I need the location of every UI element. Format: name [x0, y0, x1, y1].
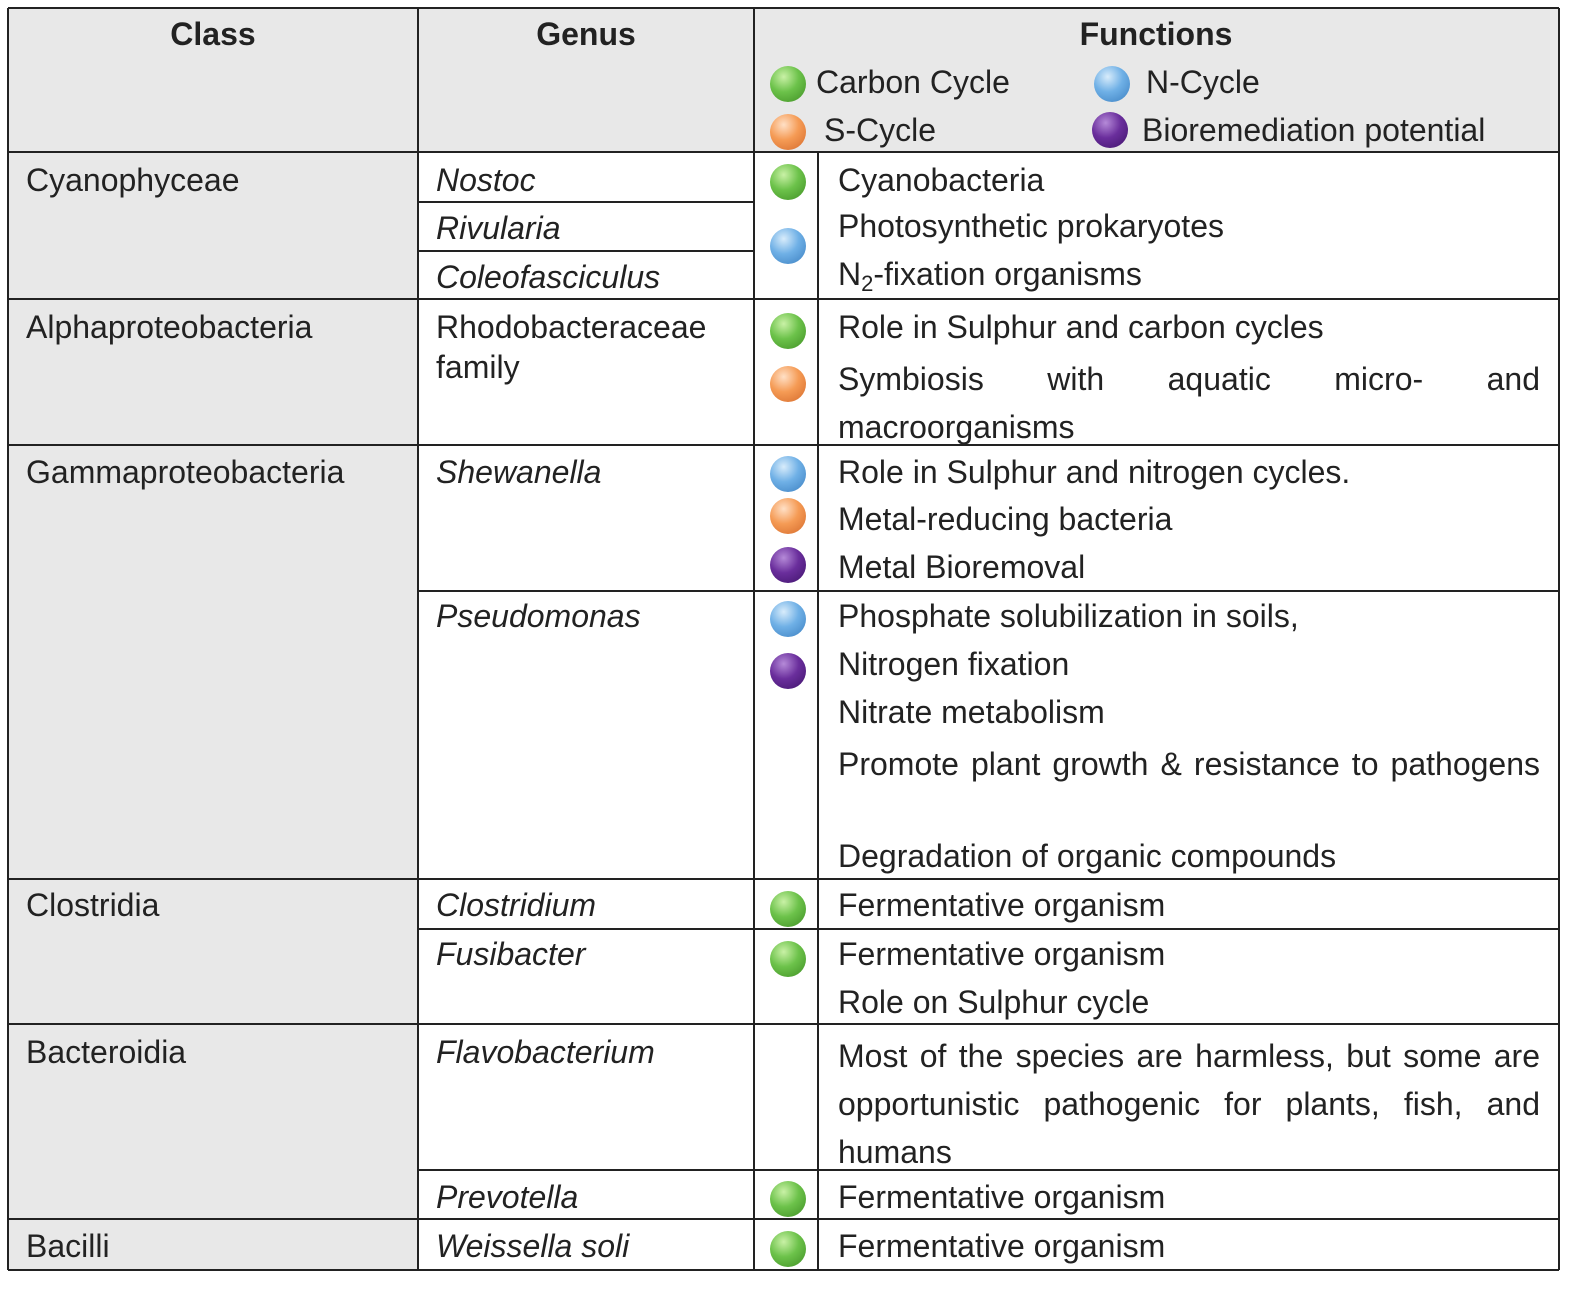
alphaproteobacteria-bottom-border — [8, 444, 1559, 446]
green-dot-icon — [770, 1231, 806, 1267]
function-text: Role in Sulphur and carbon cycles — [838, 309, 1324, 345]
genus-rhodobacteraceae: Rhodobacteraceae family — [436, 309, 707, 385]
function-text: Most of the species are harmless, but so… — [838, 1038, 1540, 1170]
function-text: Cyanobacteria — [838, 162, 1045, 198]
header-functions: Functions — [1079, 16, 1233, 52]
clostridia-bottom-border — [8, 1023, 1559, 1025]
function-text: N2-fixation organisms — [838, 256, 1142, 296]
header-bottom-border — [8, 151, 1559, 153]
cyanophyceae-bottom-border — [8, 298, 1559, 300]
purple-dot-icon — [770, 653, 806, 689]
shewanella-bottom-border — [418, 590, 1559, 592]
genus-coleofasciculus: Coleofasciculus — [436, 259, 661, 295]
function-text: Role on Sulphur cycle — [838, 984, 1150, 1020]
class-genus-divider — [417, 8, 419, 1270]
function-text: Promote plant growth & resistance to pat… — [838, 746, 1540, 782]
orange-dot-icon — [770, 498, 806, 534]
genus-functions-divider — [753, 8, 755, 1270]
orange-dot-icon — [770, 366, 806, 402]
header-class: Class — [170, 16, 256, 52]
table-left-border — [7, 8, 9, 1270]
purple-dot-icon — [770, 547, 806, 583]
genus-rivularia: Rivularia — [436, 210, 561, 246]
class-gammaproteobacteria: Gammaproteobacteria — [26, 454, 345, 490]
genus-nostoc: Nostoc — [436, 162, 536, 198]
genus-weissella-soli: Weissella soli — [436, 1228, 630, 1264]
purple-dot-icon — [1092, 112, 1128, 148]
blue-dot-icon — [770, 456, 806, 492]
nostoc-divider — [418, 201, 754, 203]
function-text: Fermentative organism — [838, 1228, 1166, 1264]
green-dot-icon — [770, 1181, 806, 1217]
function-text: Nitrate metabolism — [838, 694, 1105, 730]
genus-fusibacter: Fusibacter — [436, 936, 586, 972]
green-dot-icon — [770, 891, 806, 927]
function-text: Degradation of organic compounds — [838, 838, 1337, 874]
function-text: Fermentative organism — [838, 1179, 1166, 1215]
dot-text-divider — [817, 152, 819, 1270]
green-dot-icon — [770, 941, 806, 977]
function-text: Photosynthetic prokaryotes — [838, 208, 1224, 244]
genus-prevotella: Prevotella — [436, 1179, 579, 1215]
genus-shewanella: Shewanella — [436, 454, 602, 490]
blue-dot-icon — [1094, 66, 1130, 102]
rivularia-divider — [418, 250, 754, 252]
genus-pseudomonas: Pseudomonas — [436, 598, 641, 634]
genus-clostridium: Clostridium — [436, 887, 597, 923]
class-bacteroidia: Bacteroidia — [26, 1034, 187, 1070]
legend-carbon-cycle: Carbon Cycle — [816, 64, 1010, 100]
legend-s-cycle: S-Cycle — [824, 112, 937, 148]
function-text: Metal Bioremoval — [838, 549, 1086, 585]
gammaproteobacteria-bottom-border — [8, 878, 1559, 880]
function-text: Role in Sulphur and nitrogen cycles. — [838, 454, 1351, 490]
function-text: Nitrogen fixation — [838, 646, 1070, 682]
bacteroidia-bottom-border — [8, 1218, 1559, 1220]
clostridium-bottom-border — [418, 928, 1559, 930]
green-dot-icon — [770, 164, 806, 200]
class-clostridia: Clostridia — [26, 887, 160, 923]
class-alphaproteobacteria: Alphaproteobacteria — [26, 309, 313, 345]
header-genus: Genus — [536, 16, 636, 52]
function-text: Phosphate solubilization in soils, — [838, 598, 1299, 634]
function-text: Metal-reducing bacteria — [838, 501, 1173, 537]
legend-bioremediation: Bioremediation potential — [1142, 112, 1486, 148]
class-cyanophyceae: Cyanophyceae — [26, 162, 240, 198]
function-text: Fermentative organism — [838, 887, 1166, 923]
blue-dot-icon — [770, 228, 806, 264]
flavobacterium-bottom-border — [418, 1169, 1559, 1171]
table-top-border — [8, 7, 1559, 9]
class-column-bg — [8, 152, 418, 1270]
green-dot-icon — [770, 66, 806, 102]
function-text: Symbiosis with aquatic micro- and macroo… — [838, 361, 1540, 445]
green-dot-icon — [770, 313, 806, 349]
legend-n-cycle: N-Cycle — [1146, 64, 1260, 100]
function-text: Fermentative organism — [838, 936, 1166, 972]
orange-dot-icon — [770, 114, 806, 150]
genus-flavobacterium: Flavobacterium — [436, 1034, 655, 1070]
blue-dot-icon — [770, 601, 806, 637]
class-bacilli: Bacilli — [26, 1228, 110, 1264]
table-bottom-border — [8, 1269, 1559, 1271]
table-right-border — [1558, 8, 1560, 1270]
